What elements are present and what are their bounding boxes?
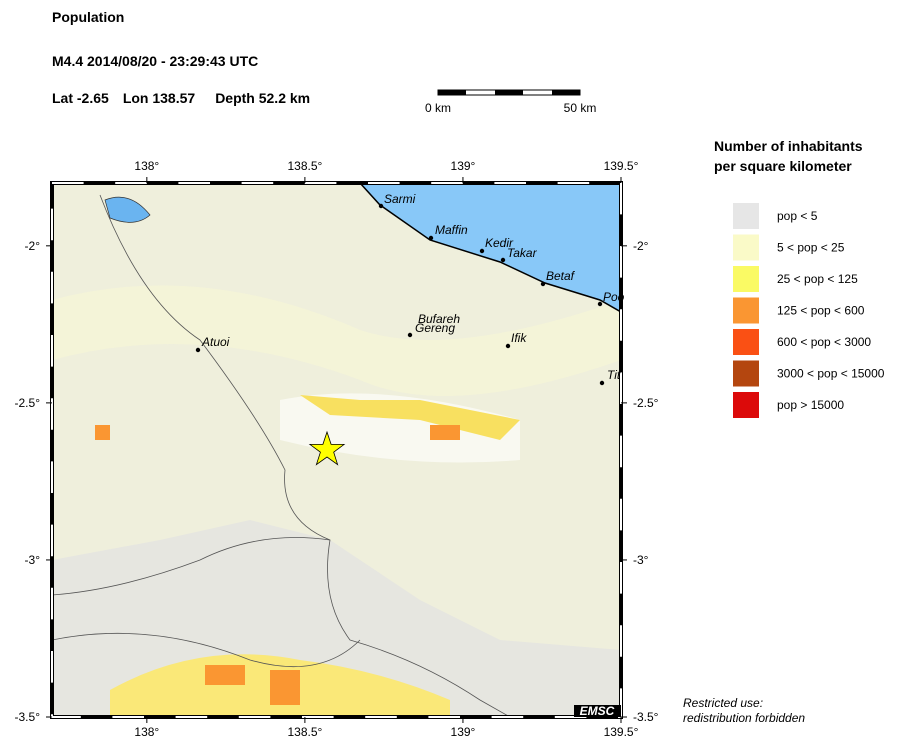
legend-title: per square kilometer	[714, 158, 852, 174]
legend-label: pop > 15000	[777, 398, 844, 412]
town-label: Bufareh	[418, 312, 460, 326]
legend-label: 5 < pop < 25	[777, 241, 845, 255]
scale-start: 0 km	[425, 101, 451, 115]
town-label: Kedir	[485, 236, 514, 250]
lon-label: Lon	[123, 90, 149, 106]
scale-bar: 0 km 50 km	[425, 89, 597, 115]
lon-label: 138.5°	[287, 159, 322, 173]
lat-label: Lat	[52, 90, 73, 106]
legend-swatch	[733, 266, 759, 292]
lon-label: 139°	[451, 159, 476, 173]
town-label: Gereng	[415, 321, 455, 335]
lon-label: 139°	[451, 725, 476, 739]
town-label: Betaf	[546, 269, 576, 283]
credit: EMSC	[580, 704, 615, 718]
lat-label: -3.5°	[15, 710, 41, 724]
town-dot	[500, 257, 506, 263]
town-dot	[378, 203, 384, 209]
lon-value: 138.57	[152, 90, 195, 106]
legend-swatch	[733, 203, 759, 229]
lat-label: -2.5°	[15, 396, 41, 410]
lat-label: -2°	[25, 239, 41, 253]
legend-label: 125 < pop < 600	[777, 304, 865, 318]
town-label: Sarmi	[384, 192, 416, 206]
lat-label: -2.5°	[633, 396, 659, 410]
town-dot	[597, 301, 603, 307]
lon-label: 138°	[134, 725, 159, 739]
lat-label: -2°	[633, 239, 649, 253]
notice: Restricted use:	[683, 696, 763, 710]
depth: Depth 52.2 km	[215, 90, 310, 106]
legend-label: 600 < pop < 3000	[777, 335, 871, 349]
town-label: Takar	[507, 246, 538, 260]
legend-swatch	[733, 392, 759, 418]
notice: redistribution forbidden	[683, 711, 805, 725]
town-dot	[195, 347, 201, 353]
lon-label: 139.5°	[604, 725, 639, 739]
town-dot	[428, 235, 434, 241]
event: M4.4 2014/08/20 - 23:29:43 UTC	[52, 53, 258, 69]
legend-title: Number of inhabitants	[714, 138, 863, 154]
town-label: Atuoi	[201, 335, 230, 349]
lon-label: 138.5°	[287, 725, 322, 739]
town-label: Maffin	[435, 223, 468, 237]
town-label: Ifik	[511, 331, 527, 345]
lat-label: -3°	[25, 553, 41, 567]
location: Lat -2.65 Lon 138.57 Depth 52.2 km	[52, 90, 310, 106]
legend-label: 25 < pop < 125	[777, 272, 858, 286]
legend-label: 3000 < pop < 15000	[777, 367, 885, 381]
legend-swatch	[733, 297, 759, 324]
town-dot	[479, 248, 485, 254]
town-dot	[407, 332, 413, 338]
legend-swatch	[733, 360, 759, 387]
legend-swatch	[733, 234, 759, 261]
town-dot	[505, 343, 511, 349]
town-dot	[599, 380, 605, 386]
legend-swatch	[733, 329, 759, 355]
lon-label: 139.5°	[604, 159, 639, 173]
title: Population	[52, 9, 124, 25]
scale-end: 50 km	[564, 101, 597, 115]
legend-label: pop < 5	[777, 209, 818, 223]
lat-value: -2.65	[77, 90, 109, 106]
town-label: Tit	[607, 368, 621, 382]
lon-label: 138°	[134, 159, 159, 173]
epicenter	[308, 430, 346, 466]
town-label: Poo	[603, 290, 625, 304]
lat-label: -3.5°	[633, 710, 659, 724]
lat-label: -3°	[633, 553, 649, 567]
town-dot	[540, 281, 546, 287]
